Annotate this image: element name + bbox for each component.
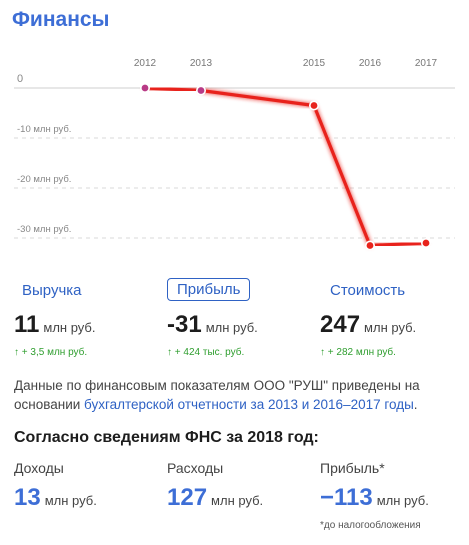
profit-metric: -31 млн руб. [167, 311, 258, 339]
x-tick-label: 2017 [415, 58, 438, 69]
fns-profit: −113 млн руб. [320, 484, 429, 512]
fns-income-label: Доходы [14, 460, 64, 476]
tab-profit[interactable]: Прибыль [167, 278, 251, 301]
fns-income: 13 млн руб. [14, 484, 97, 512]
y-tick-label: 0 [17, 73, 23, 85]
profit-unit: млн руб. [205, 320, 258, 335]
section-title: Финансы [12, 8, 110, 31]
x-tick-label: 2012 [134, 58, 157, 69]
fns-expenses: 127 млн руб. [167, 484, 263, 512]
fns-income-value: 13 [14, 484, 41, 511]
company-value: 247 [320, 311, 361, 338]
fns-profit-value: −113 [320, 484, 373, 511]
fns-profit-unit: млн руб. [376, 493, 429, 508]
revenue-delta: ↑ + 3,5 млн руб. [14, 347, 88, 358]
y-tick-label: -20 млн руб. [17, 174, 71, 185]
data-point[interactable] [196, 85, 207, 96]
x-tick-label: 2015 [303, 58, 326, 69]
fns-expenses-label: Расходы [167, 460, 224, 476]
profit-value: -31 [167, 311, 202, 338]
value-metric: 247 млн руб. [320, 311, 416, 339]
x-tick-label: 2016 [359, 58, 382, 69]
revenue-metric: 11 млн руб. [14, 311, 95, 339]
fns-title: Согласно сведениям ФНС за 2018 год: [14, 429, 319, 446]
data-point[interactable] [420, 238, 431, 249]
y-tick-label: -30 млн руб. [17, 224, 71, 235]
fns-expenses-value: 127 [167, 484, 208, 511]
data-point[interactable] [140, 82, 151, 93]
note-text: Данные по финансовым показателям ООО "РУ… [14, 378, 420, 412]
data-point[interactable] [308, 100, 319, 111]
fns-expenses-unit: млн руб. [211, 493, 264, 508]
y-tick-label: -10 млн руб. [17, 124, 71, 135]
profit-delta: ↑ + 424 тыс. руб. [167, 347, 245, 358]
series-line-segment [312, 103, 372, 248]
series-line-segment [143, 86, 203, 93]
tab-revenue[interactable]: Выручка [22, 282, 82, 299]
note-suffix: . [413, 397, 418, 412]
revenue-unit: млн руб. [43, 320, 96, 335]
value-delta: ↑ + 282 млн руб. [320, 347, 396, 358]
series-line-segment [199, 88, 316, 108]
fns-income-unit: млн руб. [44, 493, 97, 508]
series-line-segment [368, 241, 428, 248]
footnote: *до налогообложения [320, 520, 421, 531]
company-value-unit: млн руб. [364, 320, 417, 335]
fns-profit-label: Прибыль* [320, 460, 385, 476]
profit-chart: 0 -10 млн руб. -20 млн руб. -30 млн руб. 20… [14, 58, 455, 251]
tab-value[interactable]: Стоимость [330, 282, 406, 299]
x-tick-label: 2013 [190, 58, 213, 69]
accounting-report-link[interactable]: бухгалтерской отчетности за 2013 и 2016–… [84, 397, 414, 412]
data-source-note: Данные по финансовым показателям ООО "РУ… [14, 376, 459, 414]
revenue-value: 11 [14, 311, 40, 338]
data-point[interactable] [364, 240, 375, 251]
